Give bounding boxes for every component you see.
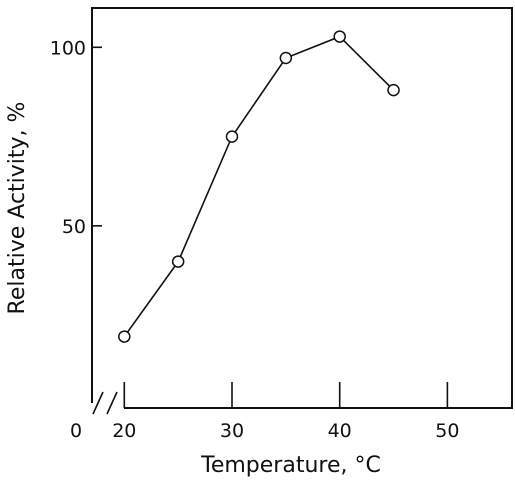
- data-point: [118, 330, 131, 343]
- data-point: [387, 83, 400, 97]
- x-axis-title: Temperature, °C: [200, 453, 381, 478]
- y-tick-label: 100: [50, 37, 86, 59]
- series-line: [123, 35, 395, 338]
- x-tick-label: 50: [435, 420, 459, 442]
- data-point: [279, 51, 293, 65]
- y-tick-label: 50: [62, 216, 86, 238]
- axis-break-mark-right: [106, 391, 118, 415]
- y-axis-title: Relative Activity, %: [5, 102, 30, 315]
- data-point: [225, 130, 239, 143]
- x-origin-label: 0: [70, 420, 82, 442]
- axis-break-mask: [90, 403, 124, 413]
- x-tick-label: 20: [112, 420, 136, 442]
- plot-frame: [91, 7, 513, 409]
- axis-break-mark-left: [92, 391, 104, 415]
- data-point: [333, 30, 346, 43]
- data-point: [171, 255, 185, 268]
- x-tick-label: 40: [328, 420, 352, 442]
- x-tick-label: 30: [220, 420, 244, 442]
